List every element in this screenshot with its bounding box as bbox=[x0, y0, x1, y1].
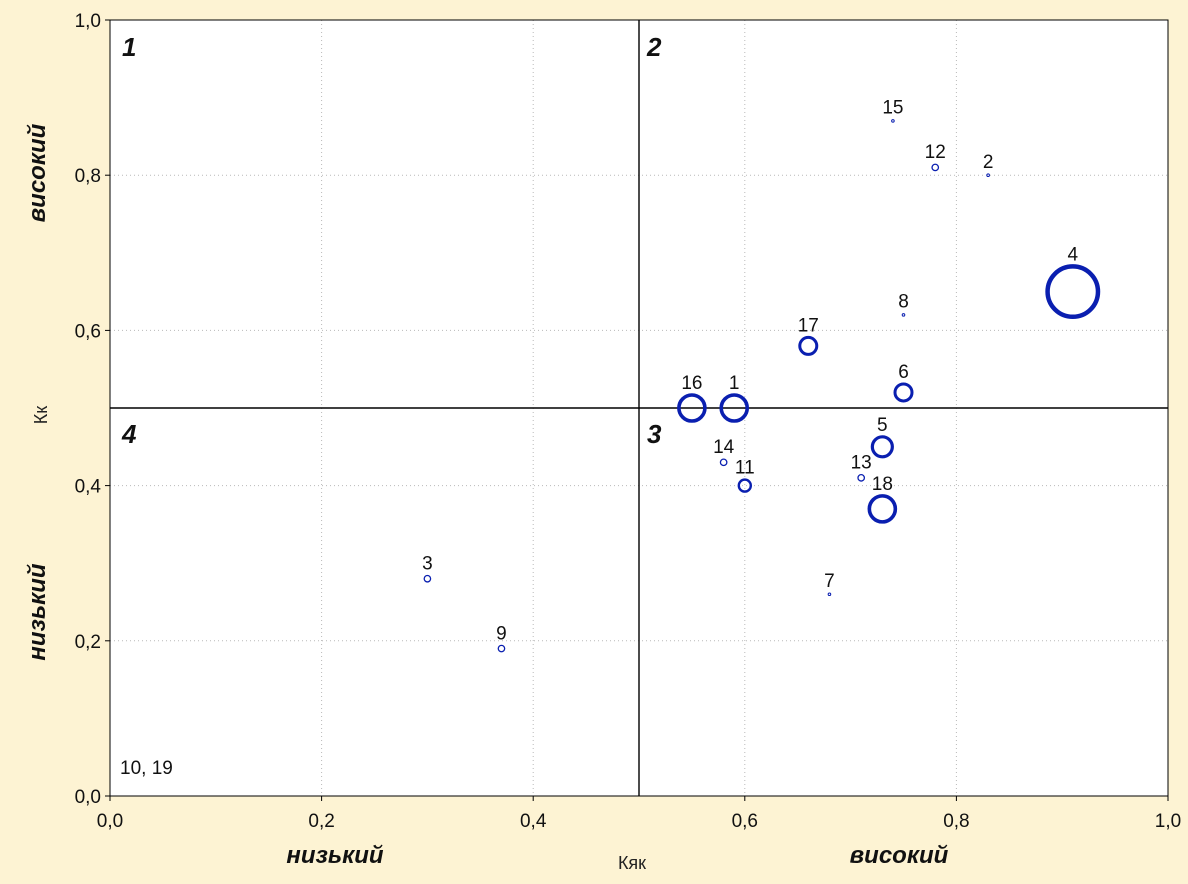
point-label: 13 bbox=[851, 453, 872, 474]
point-label: 12 bbox=[925, 142, 946, 163]
x-tick-label: 1,0 bbox=[1155, 811, 1181, 832]
x-tick-label: 0,4 bbox=[520, 811, 547, 832]
point-label: 17 bbox=[798, 315, 819, 336]
data-point bbox=[857, 473, 866, 482]
divider-layer bbox=[110, 20, 1168, 796]
point-label: 10, 19 bbox=[120, 758, 173, 779]
point-label: 1 bbox=[729, 373, 740, 394]
data-point bbox=[423, 574, 432, 583]
data-point bbox=[891, 119, 895, 123]
point-label: 8 bbox=[898, 292, 909, 313]
point-label: 14 bbox=[713, 437, 735, 458]
x-qualitative-low: низький bbox=[286, 842, 383, 869]
x-tick-label: 0,2 bbox=[308, 811, 334, 832]
data-point bbox=[1045, 264, 1101, 320]
data-point bbox=[677, 393, 707, 423]
point-label: 4 bbox=[1067, 244, 1078, 265]
y-axis-title: Кк bbox=[31, 406, 51, 424]
data-point bbox=[867, 494, 898, 524]
quadrant-label-4: 4 bbox=[121, 419, 137, 449]
data-point bbox=[870, 435, 894, 459]
data-point bbox=[719, 393, 750, 423]
x-tick-label: 0,8 bbox=[943, 811, 969, 832]
y-tick-label: 0,8 bbox=[75, 166, 101, 187]
x-axis-title: Кяк bbox=[618, 853, 646, 873]
y-tick-label: 0,6 bbox=[75, 321, 101, 342]
data-point bbox=[986, 173, 990, 177]
point-label: 2 bbox=[983, 152, 994, 173]
y-qualitative-low: низький bbox=[24, 563, 51, 660]
point-label: 3 bbox=[422, 554, 433, 575]
data-point bbox=[798, 335, 819, 356]
x-tick-label: 0,0 bbox=[97, 811, 123, 832]
point-label: 15 bbox=[882, 98, 903, 119]
y-tick-label: 1,0 bbox=[75, 11, 101, 32]
point-label: 11 bbox=[735, 458, 755, 479]
point-label: 7 bbox=[824, 571, 835, 592]
data-point bbox=[719, 458, 728, 467]
data-point bbox=[901, 313, 906, 317]
data-point bbox=[931, 163, 940, 172]
y-qualitative-high: високий bbox=[24, 123, 51, 222]
point-label: 18 bbox=[872, 474, 893, 495]
data-point bbox=[893, 382, 914, 403]
point-label: 5 bbox=[877, 415, 888, 436]
point-label: 6 bbox=[898, 362, 909, 383]
tick-layer: 0,0 0,2 0,4 0,6 0,8 1,0 0,0 0,2 0,4 0,6 0,8 1,0 bbox=[75, 11, 1182, 832]
y-tick-label: 0,4 bbox=[75, 477, 102, 498]
data-point bbox=[827, 592, 832, 597]
point-label: 9 bbox=[496, 623, 507, 644]
point-label: 16 bbox=[681, 373, 702, 394]
quadrant-label-1: 1 bbox=[122, 32, 136, 62]
x-qualitative-high: високий bbox=[850, 842, 949, 869]
plot-frame bbox=[109, 19, 1169, 797]
data-point bbox=[497, 644, 506, 653]
quadrant-label-3: 3 bbox=[647, 419, 662, 449]
y-tick-label: 0,0 bbox=[75, 787, 101, 808]
data-point bbox=[737, 478, 752, 493]
x-tick-label: 0,6 bbox=[732, 811, 758, 832]
y-tick-label: 0,2 bbox=[75, 632, 101, 653]
quadrant-label-2: 2 bbox=[646, 32, 662, 62]
